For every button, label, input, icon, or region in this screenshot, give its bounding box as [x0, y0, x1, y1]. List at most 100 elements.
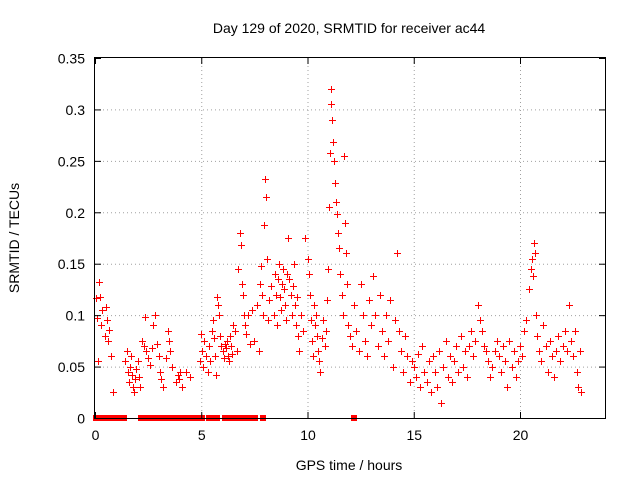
data-point	[300, 328, 307, 335]
data-point	[290, 283, 297, 290]
data-point	[281, 286, 288, 293]
data-point	[259, 292, 266, 299]
data-point	[333, 199, 340, 206]
data-point	[344, 281, 351, 288]
data-point	[288, 292, 295, 299]
data-point	[364, 353, 371, 360]
data-point	[523, 317, 530, 324]
data-point	[351, 302, 358, 309]
data-point	[157, 369, 164, 376]
data-point	[468, 328, 475, 335]
data-point	[295, 333, 302, 340]
y-tick-label: 0	[77, 411, 85, 427]
data-point	[509, 364, 516, 371]
data-point	[279, 281, 286, 288]
data-point	[179, 384, 186, 391]
data-point	[538, 358, 545, 365]
data-point	[298, 312, 305, 319]
data-point	[531, 240, 538, 247]
data-point	[521, 328, 528, 335]
data-point	[320, 317, 327, 324]
data-point	[242, 322, 249, 329]
data-point	[330, 139, 337, 146]
x-tick-label: 0	[92, 427, 100, 443]
grid-lines	[95, 58, 605, 418]
data-point	[532, 250, 539, 257]
data-point	[110, 389, 117, 396]
data-point	[251, 338, 258, 345]
data-point	[517, 343, 524, 350]
data-point	[334, 211, 341, 218]
data-point	[129, 372, 136, 379]
data-point	[238, 242, 245, 249]
data-point	[276, 261, 283, 268]
data-point	[173, 379, 180, 386]
data-point	[282, 302, 289, 309]
data-point	[470, 353, 477, 360]
data-point	[362, 338, 369, 345]
data-point	[319, 335, 326, 342]
data-point	[519, 353, 526, 360]
data-point	[104, 317, 111, 324]
data-point	[221, 355, 228, 362]
data-point	[302, 235, 309, 242]
data-point	[383, 312, 390, 319]
data-point	[235, 266, 242, 273]
data-point	[291, 261, 298, 268]
data-point	[149, 345, 156, 352]
data-point	[147, 362, 154, 369]
data-point	[257, 281, 264, 288]
data-point	[506, 338, 513, 345]
data-point	[324, 297, 331, 304]
data-point	[200, 364, 207, 371]
data-point	[156, 353, 163, 360]
data-point	[103, 304, 110, 311]
data-point	[547, 338, 554, 345]
data-point	[264, 256, 271, 263]
data-point	[453, 343, 460, 350]
y-tick-label: 0.25	[58, 153, 85, 169]
x-tick-labels: 0 5 10 15 20	[92, 427, 529, 443]
data-point	[475, 302, 482, 309]
data-point	[309, 338, 316, 345]
data-point	[230, 322, 237, 329]
data-point	[353, 328, 360, 335]
data-point	[258, 263, 265, 270]
data-point	[464, 374, 471, 381]
y-tick-label: 0.35	[58, 51, 85, 67]
data-point	[105, 338, 112, 345]
data-point	[337, 271, 344, 278]
data-point	[336, 245, 343, 252]
data-point	[254, 302, 261, 309]
data-point	[560, 343, 567, 350]
data-point	[411, 364, 418, 371]
data-point	[213, 372, 220, 379]
data-point	[526, 286, 533, 293]
data-point	[347, 333, 354, 340]
data-point	[183, 369, 190, 376]
data-point	[216, 312, 223, 319]
data-point	[327, 150, 334, 157]
data-point	[543, 343, 550, 350]
data-point	[331, 158, 338, 165]
data-point	[317, 369, 324, 376]
data-point	[239, 281, 246, 288]
y-axis-label: SRMTID / TECUs	[6, 183, 22, 293]
data-point	[305, 256, 312, 263]
data-point	[166, 338, 173, 345]
data-point	[97, 294, 104, 301]
data-point	[292, 302, 299, 309]
data-point	[483, 348, 490, 355]
data-point	[263, 194, 270, 201]
x-tick-label: 10	[300, 427, 316, 443]
data-point	[296, 348, 303, 355]
data-point	[268, 283, 275, 290]
data-point	[402, 333, 409, 340]
data-point	[335, 230, 342, 237]
data-point	[485, 358, 492, 365]
data-point	[533, 312, 540, 319]
data-point	[224, 338, 231, 345]
data-point	[283, 317, 290, 324]
data-point	[575, 384, 582, 391]
data-point	[201, 338, 208, 345]
